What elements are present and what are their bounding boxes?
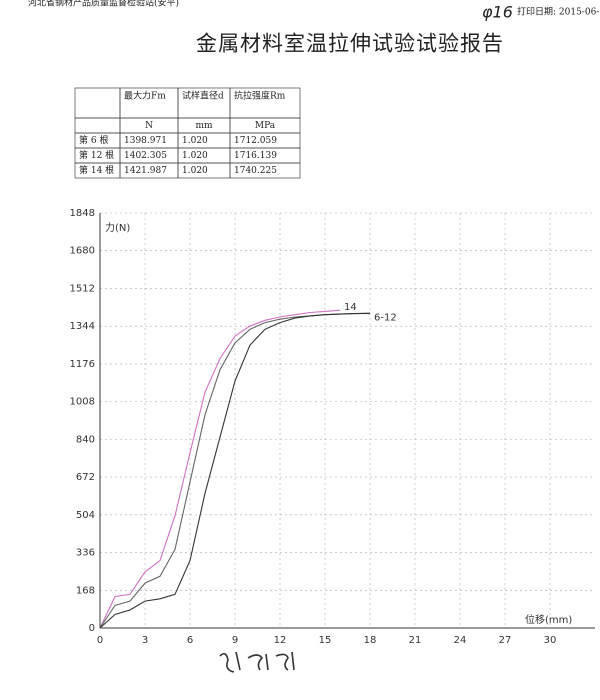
y-tick-label: 336 — [76, 548, 95, 559]
curve — [99, 313, 370, 629]
y-tick-label: 1344 — [70, 321, 95, 332]
y-tick-label: 1176 — [70, 359, 95, 370]
column-header: 最大力Fm — [124, 90, 166, 102]
table-value: 1712.059 — [234, 136, 277, 146]
column-header: 试样直径d — [182, 90, 224, 102]
reviewer-signature — [219, 651, 295, 673]
x-tick-label: 21 — [409, 635, 422, 646]
chart: 0168336504672840100811761344151216801848… — [70, 208, 595, 646]
results-table: 最大力Fm 试样直径d 抗拉强度Rm N mm MPa 第 6 根 1398.971 1.020… — [74, 87, 301, 179]
table-value: 第 14 根 — [79, 164, 114, 176]
x-tick-label: 18 — [364, 635, 377, 646]
y-tick-label: 1512 — [70, 283, 95, 294]
y-tick-label: 0 — [89, 623, 95, 634]
y-tick-label: 672 — [76, 472, 95, 483]
curve — [99, 312, 371, 629]
x-tick-label: 30 — [544, 635, 557, 646]
table-cell — [74, 117, 121, 134]
x-tick-label: 9 — [232, 635, 238, 646]
table-value: 1716.139 — [234, 151, 277, 161]
column-header: 抗拉强度Rm — [234, 90, 286, 102]
y-tick-label: 1008 — [70, 397, 95, 408]
table-value: 1.020 — [182, 151, 208, 161]
y-tick-label: 1848 — [70, 208, 95, 219]
table-value: 1398.971 — [124, 136, 167, 146]
table-value: 第 12 根 — [79, 149, 114, 161]
handwritten-spec: φ16 — [482, 3, 513, 22]
table-value: 1.020 — [182, 166, 208, 176]
x-tick-label: 27 — [499, 635, 512, 646]
report-title: 金属材料室温拉伸试验试验报告 — [196, 32, 504, 56]
unit-label: MPa — [255, 121, 276, 131]
x-tick-label: 3 — [142, 635, 148, 646]
x-tick-label: 24 — [454, 635, 467, 646]
y-tick-label: 168 — [76, 585, 95, 596]
table-value: 1740.225 — [234, 166, 277, 176]
x-axis-label: 位移(mm) — [525, 613, 572, 626]
table-cell — [74, 87, 121, 119]
curve — [99, 309, 341, 629]
x-tick-label: 6 — [187, 635, 193, 646]
table-cell — [229, 162, 301, 179]
curve-label: 6-12 — [374, 313, 397, 324]
curve-label: 14 — [344, 302, 357, 313]
table-value: 1402.305 — [124, 151, 167, 161]
y-tick-label: 504 — [76, 510, 95, 521]
table-value: 1421.987 — [124, 166, 167, 176]
table-value: 1.020 — [182, 136, 208, 146]
x-tick-label: 0 — [97, 635, 103, 646]
y-tick-label: 840 — [76, 434, 95, 445]
unit-label: mm — [195, 121, 213, 131]
lab-name: 河北省钢材产品质量监督检验站(安平) — [28, 0, 179, 9]
x-tick-label: 15 — [319, 635, 332, 646]
table-value: 第 6 根 — [79, 134, 108, 146]
print-date: 打印日期: 2015-06- — [517, 6, 599, 18]
y-tick-label: 1680 — [70, 246, 95, 257]
x-tick-label: 12 — [274, 635, 287, 646]
y-axis-label: 力(N) — [105, 221, 130, 234]
unit-label: N — [145, 121, 153, 131]
